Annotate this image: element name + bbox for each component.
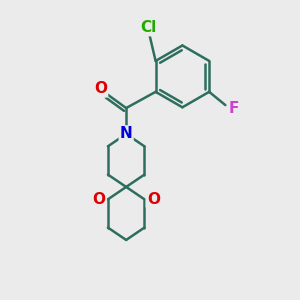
Text: F: F xyxy=(228,101,239,116)
Text: O: O xyxy=(94,81,107,96)
Text: Cl: Cl xyxy=(140,20,156,35)
Text: O: O xyxy=(147,192,160,207)
Text: O: O xyxy=(93,192,106,207)
Text: N: N xyxy=(120,127,133,142)
